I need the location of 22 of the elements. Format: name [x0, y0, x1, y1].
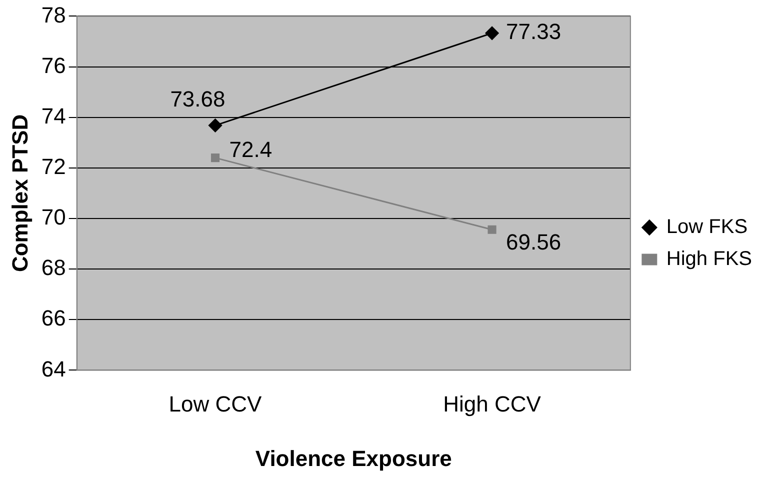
- y-tick-label: 78: [41, 2, 66, 28]
- point: [210, 154, 220, 162]
- legend-label: High FKS: [666, 248, 752, 270]
- x-tick-label: High CCV: [443, 391, 542, 416]
- data-label: 73.68: [170, 86, 226, 112]
- y-tick-label: 74: [41, 103, 66, 128]
- y-axis-title: Complex PTSD: [7, 114, 32, 272]
- y-tick-label: 76: [41, 52, 66, 78]
- x-tick-label: Low CCV: [168, 391, 262, 416]
- y-tick-label: 68: [41, 255, 66, 280]
- point: [488, 225, 496, 234]
- point: [485, 26, 499, 40]
- data-label: 77.33: [506, 19, 562, 44]
- y-tick-label: 64: [41, 356, 66, 382]
- y-tick-label: 72: [41, 154, 66, 179]
- data-label: 69.56: [506, 230, 562, 255]
- x-axis-title: Violence Exposure: [255, 446, 452, 471]
- y-tick-label: 66: [41, 306, 66, 331]
- y-tick-label: 70: [41, 204, 66, 230]
- point: [208, 118, 222, 132]
- data-label: 72.4: [229, 136, 272, 162]
- legend-label: Low FKS: [666, 216, 748, 238]
